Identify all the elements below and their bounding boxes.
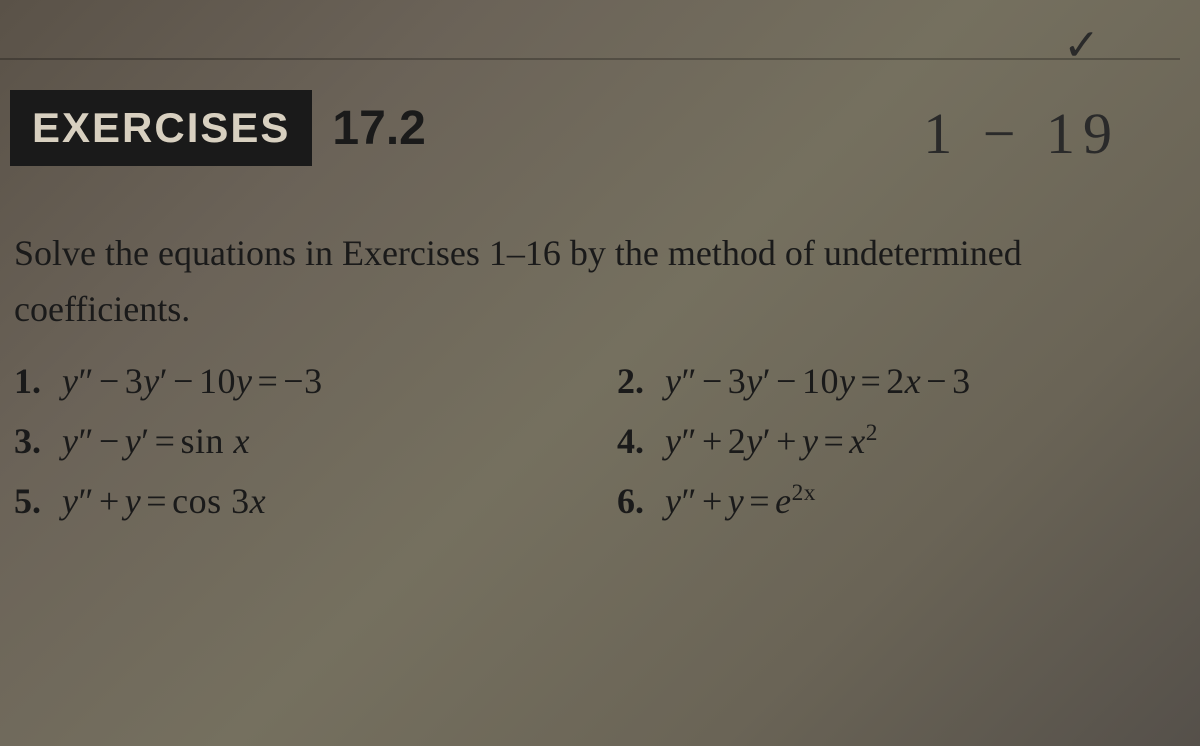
problem-equation: y″+y=e2x [665, 480, 816, 522]
problem-5: 5. y″+y=cos 3x [14, 480, 577, 522]
textbook-page: ✓ 1 − 19 EXERCISES 17.2 Solve the equati… [0, 0, 1200, 746]
problem-1: 1. y″−3y′−10y=−3 [14, 360, 577, 402]
problem-number: 1. [14, 360, 52, 402]
problem-2: 2. y″−3y′−10y=2x−3 [617, 360, 1180, 402]
problem-number: 2. [617, 360, 655, 402]
problem-equation: y″+2y′+y=x2 [665, 420, 878, 462]
problem-equation: y″−3y′−10y=−3 [62, 360, 323, 402]
problem-number: 5. [14, 480, 52, 522]
problem-6: 6. y″+y=e2x [617, 480, 1180, 522]
problem-number: 3. [14, 420, 52, 462]
problem-equation: y″−y′=sin x [62, 420, 250, 462]
problem-number: 6. [617, 480, 655, 522]
problem-4: 4. y″+2y′+y=x2 [617, 420, 1180, 462]
problem-equation: y″−3y′−10y=2x−3 [665, 360, 971, 402]
page-edge-line [0, 58, 1180, 60]
handwritten-range: 1 − 19 [923, 100, 1120, 167]
section-number: 17.2 [332, 101, 425, 156]
problem-equation: y″+y=cos 3x [62, 480, 266, 522]
instruction-text: Solve the equations in Exercises 1–16 by… [14, 226, 1160, 338]
problems-grid: 1. y″−3y′−10y=−3 2. y″−3y′−10y=2x−3 3. y… [14, 360, 1180, 522]
problem-number: 4. [617, 420, 655, 462]
handwritten-checkmark: ✓ [1063, 20, 1100, 71]
exercises-label: EXERCISES [10, 90, 312, 166]
problem-3: 3. y″−y′=sin x [14, 420, 577, 462]
